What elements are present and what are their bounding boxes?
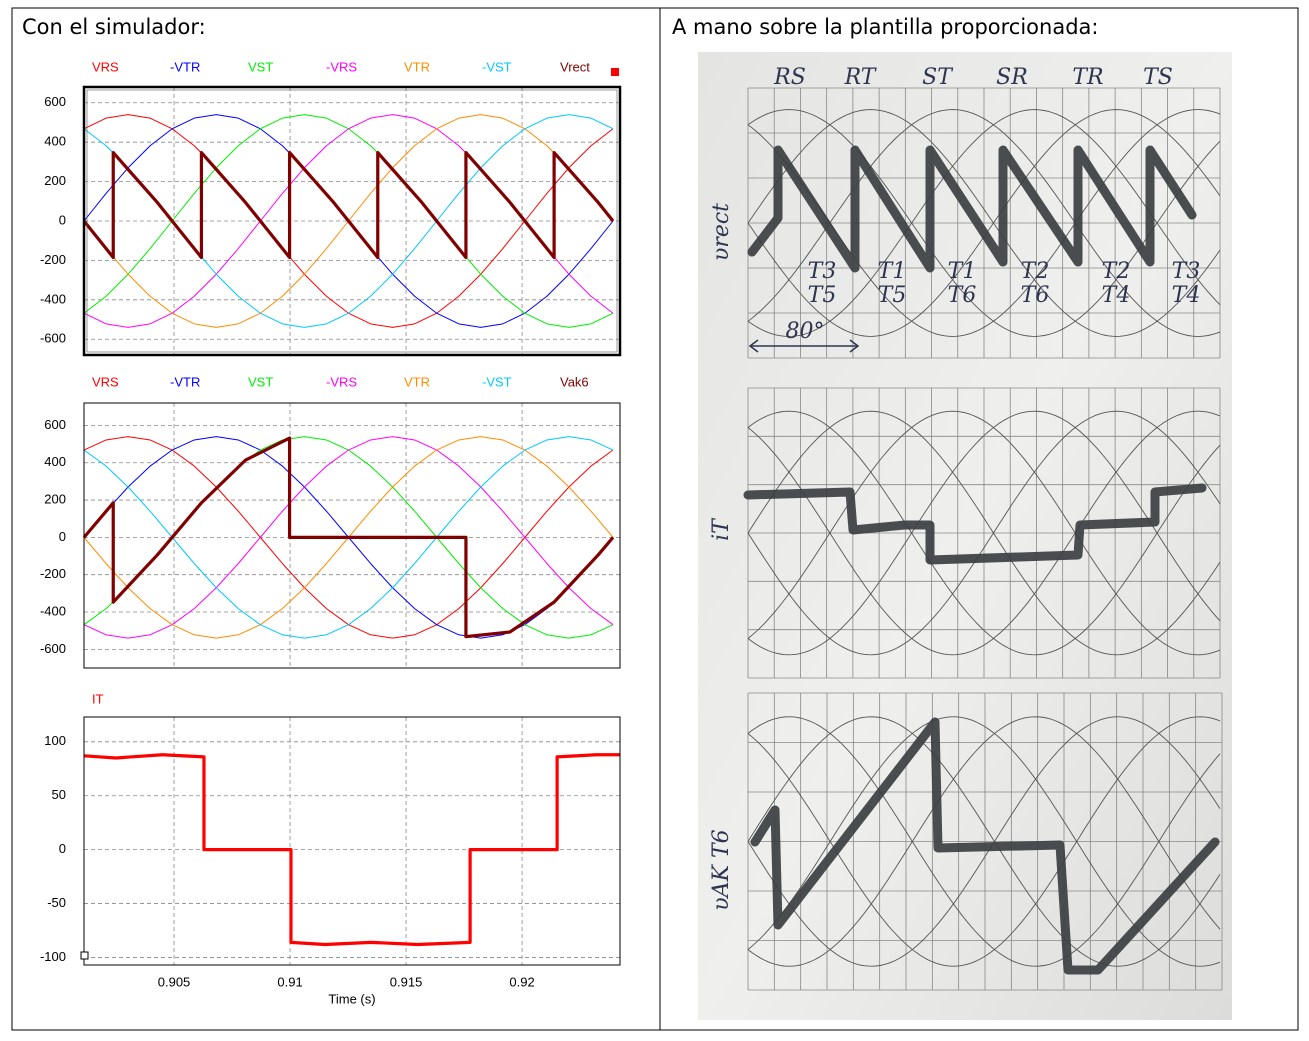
y-tick-label: -600 [40, 331, 66, 346]
hand-label: T2 [1021, 259, 1050, 284]
cell-heading: A mano sobre la plantilla proporcionada: [672, 15, 1098, 39]
hand-label: iT [709, 517, 734, 541]
hand-label: υrect [709, 203, 734, 261]
y-tick-label: -50 [47, 895, 66, 910]
y-tick-label: 200 [44, 491, 66, 506]
y-tick-label: 600 [44, 417, 66, 432]
legend-label: VST [248, 59, 273, 74]
cell-heading: Con el simulador: [22, 15, 206, 39]
legend-label: -VTR [170, 374, 200, 389]
y-tick-label: -100 [40, 949, 66, 964]
y-tick-label: -400 [40, 291, 66, 306]
y-tick-label: 400 [44, 454, 66, 469]
hand-label: T5 [808, 283, 837, 308]
hand-label: T6 [1021, 283, 1050, 308]
hand-label: T1 [948, 259, 977, 284]
y-tick-label: 100 [44, 733, 66, 748]
y-tick-label: 600 [44, 94, 66, 109]
hand-label: SR [996, 65, 1028, 90]
marker [611, 68, 619, 76]
y-tick-label: -600 [40, 641, 66, 656]
legend-label: VST [248, 374, 273, 389]
y-tick-label: 0 [59, 529, 66, 544]
x-tick-label: 0.915 [390, 974, 423, 989]
legend-label: IT [92, 691, 104, 706]
legend-label: -VRS [326, 59, 357, 74]
y-tick-label: 400 [44, 134, 66, 149]
legend-label: -VST [482, 374, 512, 389]
x-tick-label: 0.905 [158, 974, 191, 989]
hand-label: υAK T6 [709, 829, 734, 910]
y-tick-label: -200 [40, 252, 66, 267]
y-tick-label: 0 [59, 841, 66, 856]
hand-label: T3 [1172, 259, 1201, 284]
x-axis-title: Time (s) [328, 991, 375, 1006]
x-tick-label: 0.91 [277, 974, 302, 989]
marker [81, 952, 88, 959]
legend-label: VRS [92, 59, 119, 74]
legend-label: Vak6 [560, 374, 589, 389]
hand-label: T5 [878, 283, 907, 308]
legend-label: -VTR [170, 59, 200, 74]
hand-label: T4 [1172, 283, 1201, 308]
x-tick-label: 0.92 [509, 974, 534, 989]
legend-label: -VST [482, 59, 512, 74]
hand-label: ST [922, 65, 954, 90]
page: Con el simulador: A mano sobre la planti… [0, 0, 1309, 1036]
hand-label: T2 [1102, 259, 1131, 284]
hand-label: T4 [1102, 283, 1131, 308]
legend-label: VRS [92, 374, 119, 389]
y-tick-label: 0 [59, 212, 66, 227]
hand-label: T1 [878, 259, 907, 284]
y-tick-label: 50 [52, 787, 66, 802]
hand-label: RS [773, 65, 806, 90]
legend-label: VTR [404, 59, 430, 74]
y-tick-label: 200 [44, 173, 66, 188]
legend-label: Vrect [560, 59, 590, 74]
y-tick-label: -200 [40, 566, 66, 581]
legend-label: VTR [404, 374, 430, 389]
y-tick-label: -400 [40, 603, 66, 618]
hand-label: TS [1143, 65, 1173, 90]
hand-label: 80° [786, 319, 825, 344]
hand-label: RT [844, 65, 878, 90]
legend-label: -VRS [326, 374, 357, 389]
hand-label: T6 [948, 283, 977, 308]
hand-label: T3 [808, 259, 837, 284]
hand-label: TR [1072, 65, 1103, 90]
